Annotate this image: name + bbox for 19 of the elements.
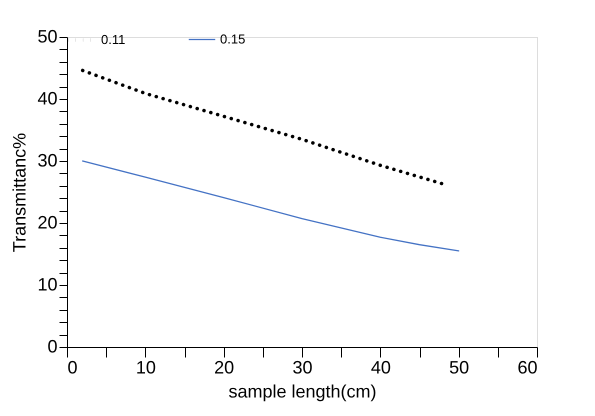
x-tick-label: 30 xyxy=(292,358,313,378)
x-tick-label: 40 xyxy=(370,358,391,378)
x-tick-label: 0 xyxy=(68,358,78,378)
y-tick-label: 50 xyxy=(37,26,58,46)
legend-label: 0.11 xyxy=(101,32,126,47)
y-tick-label: 30 xyxy=(37,150,58,170)
y-tick-label: 10 xyxy=(37,274,58,294)
y-tick-label: 0 xyxy=(47,336,58,356)
x-tick-label: 60 xyxy=(517,358,538,378)
legend-label: 0.15 xyxy=(220,32,246,46)
line-series xyxy=(82,160,460,252)
line-series xyxy=(80,68,445,186)
y-tick-label: 20 xyxy=(37,212,58,232)
x-tick-label: 10 xyxy=(136,358,156,378)
y-axis-title: Transmittanc% xyxy=(9,132,30,252)
x-axis-title: sample length(cm) xyxy=(228,382,377,402)
y-tick-label: 40 xyxy=(37,88,58,108)
x-tick-label: 20 xyxy=(214,358,234,378)
x-tick-label: 50 xyxy=(449,358,470,378)
